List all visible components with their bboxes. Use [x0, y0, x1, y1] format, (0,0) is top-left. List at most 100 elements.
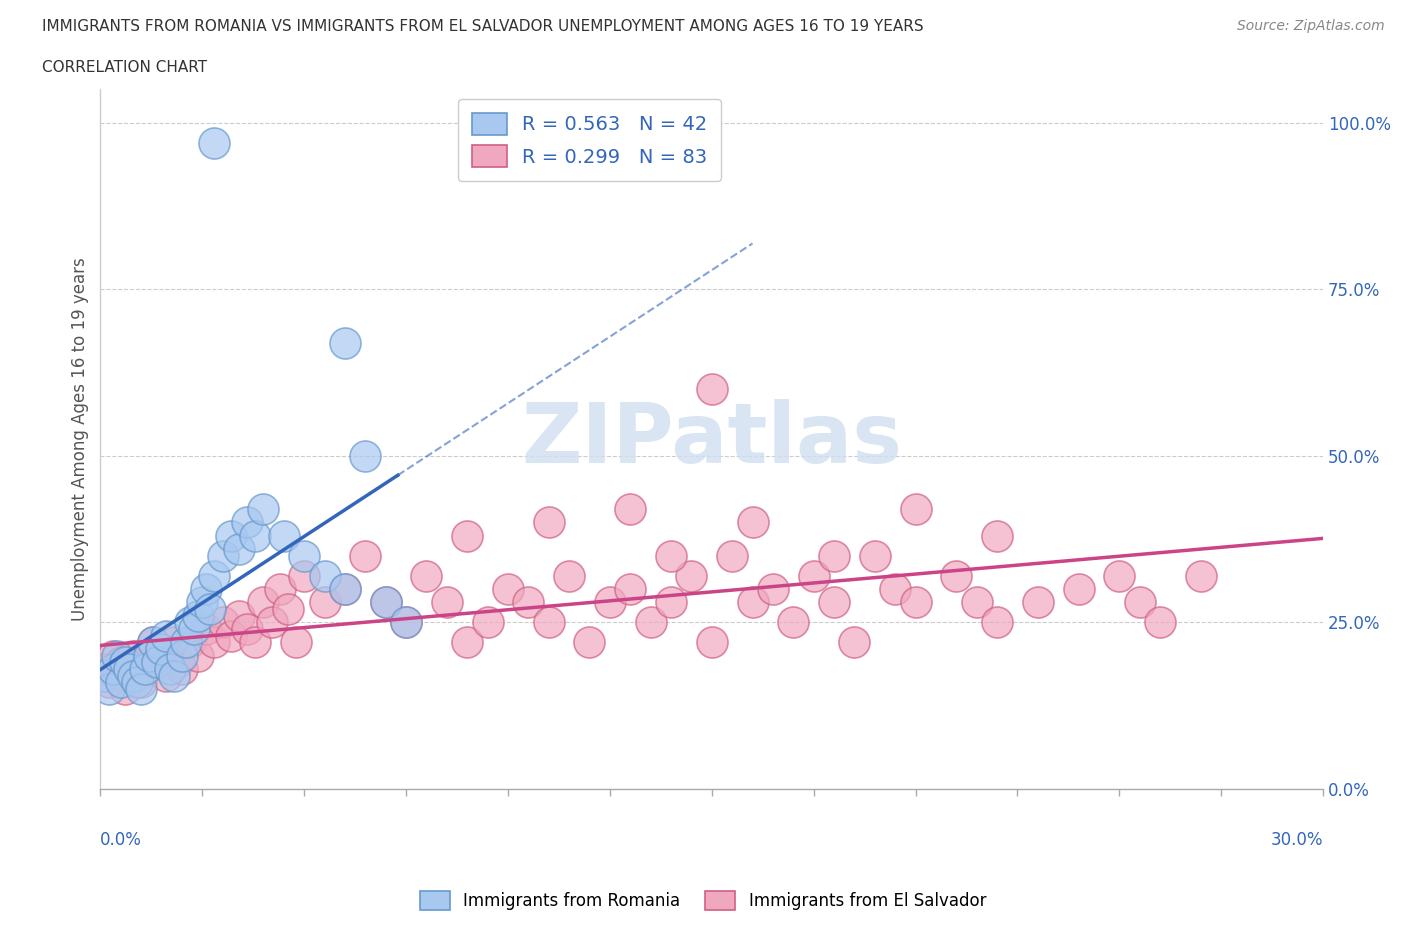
Point	[659, 595, 682, 610]
Point	[204, 568, 226, 583]
Point	[142, 635, 165, 650]
Point	[741, 595, 763, 610]
Point	[333, 581, 356, 596]
Point	[314, 568, 336, 583]
Point	[211, 549, 233, 564]
Text: 0.0%: 0.0%	[100, 830, 142, 849]
Point	[269, 581, 291, 596]
Point	[187, 648, 209, 663]
Point	[236, 621, 259, 636]
Point	[134, 661, 156, 676]
Point	[803, 568, 825, 583]
Point	[844, 635, 866, 650]
Point	[110, 655, 132, 670]
Point	[219, 629, 242, 644]
Point	[700, 635, 723, 650]
Point	[700, 381, 723, 396]
Point	[395, 615, 418, 630]
Point	[118, 661, 141, 676]
Point	[436, 595, 458, 610]
Point	[578, 635, 600, 650]
Point	[122, 648, 145, 663]
Point	[122, 669, 145, 684]
Point	[986, 615, 1008, 630]
Point	[204, 135, 226, 150]
Point	[945, 568, 967, 583]
Point	[138, 648, 160, 663]
Point	[134, 661, 156, 676]
Point	[904, 501, 927, 516]
Point	[101, 661, 124, 676]
Point	[599, 595, 621, 610]
Point	[1067, 581, 1090, 596]
Point	[721, 549, 744, 564]
Point	[904, 595, 927, 610]
Point	[1026, 595, 1049, 610]
Point	[166, 655, 188, 670]
Point	[456, 635, 478, 650]
Point	[245, 528, 267, 543]
Point	[354, 448, 377, 463]
Point	[456, 528, 478, 543]
Point	[477, 615, 499, 630]
Point	[179, 615, 201, 630]
Point	[204, 635, 226, 650]
Point	[1189, 568, 1212, 583]
Point	[146, 655, 169, 670]
Point	[333, 335, 356, 350]
Point	[537, 515, 560, 530]
Point	[228, 541, 250, 556]
Point	[150, 642, 173, 657]
Point	[150, 642, 173, 657]
Point	[142, 635, 165, 650]
Point	[170, 661, 193, 676]
Point	[517, 595, 540, 610]
Point	[155, 629, 177, 644]
Point	[97, 682, 120, 697]
Point	[129, 675, 152, 690]
Point	[219, 528, 242, 543]
Point	[1129, 595, 1152, 610]
Point	[1149, 615, 1171, 630]
Point	[187, 608, 209, 623]
Point	[170, 648, 193, 663]
Point	[986, 528, 1008, 543]
Point	[155, 669, 177, 684]
Text: 30.0%: 30.0%	[1271, 830, 1323, 849]
Point	[823, 549, 845, 564]
Point	[138, 648, 160, 663]
Point	[228, 608, 250, 623]
Point	[105, 648, 128, 663]
Point	[1108, 568, 1130, 583]
Point	[292, 549, 315, 564]
Text: ZIPatlas: ZIPatlas	[522, 399, 903, 480]
Point	[863, 549, 886, 564]
Point	[179, 635, 201, 650]
Point	[260, 615, 283, 630]
Point	[395, 615, 418, 630]
Point	[93, 661, 115, 676]
Point	[183, 621, 205, 636]
Point	[245, 635, 267, 650]
Point	[125, 669, 148, 684]
Point	[163, 635, 186, 650]
Point	[211, 615, 233, 630]
Point	[782, 615, 804, 630]
Point	[174, 635, 197, 650]
Point	[163, 669, 186, 684]
Point	[236, 515, 259, 530]
Point	[415, 568, 437, 583]
Point	[314, 595, 336, 610]
Point	[741, 515, 763, 530]
Legend: Immigrants from Romania, Immigrants from El Salvador: Immigrants from Romania, Immigrants from…	[413, 884, 993, 917]
Point	[496, 581, 519, 596]
Point	[273, 528, 295, 543]
Point	[537, 615, 560, 630]
Point	[659, 549, 682, 564]
Point	[884, 581, 907, 596]
Y-axis label: Unemployment Among Ages 16 to 19 years: Unemployment Among Ages 16 to 19 years	[72, 258, 89, 621]
Text: Source: ZipAtlas.com: Source: ZipAtlas.com	[1237, 19, 1385, 33]
Point	[333, 581, 356, 596]
Point	[292, 568, 315, 583]
Text: IMMIGRANTS FROM ROMANIA VS IMMIGRANTS FROM EL SALVADOR UNEMPLOYMENT AMONG AGES 1: IMMIGRANTS FROM ROMANIA VS IMMIGRANTS FR…	[42, 19, 924, 33]
